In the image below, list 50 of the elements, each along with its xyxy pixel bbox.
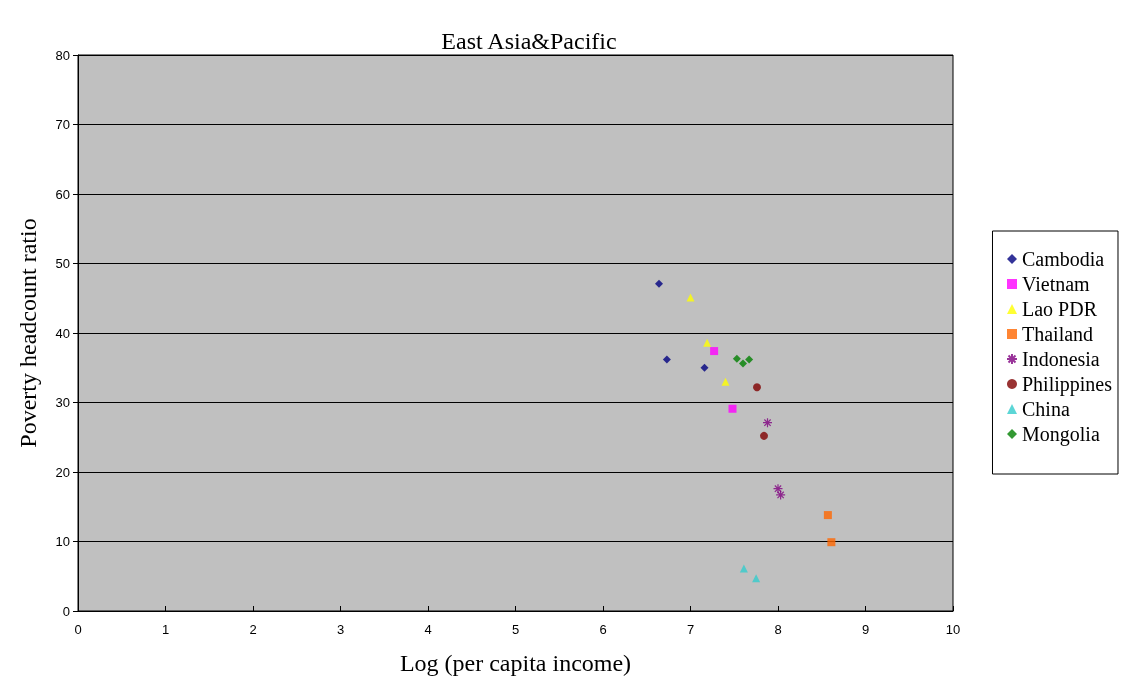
- legend-label: Thailand: [1021, 323, 1094, 345]
- point: [686, 293, 695, 302]
- y-tick-label: 60: [55, 186, 70, 202]
- y-tick-label: 40: [55, 325, 70, 341]
- y-tick-label: 20: [55, 464, 70, 480]
- x-tick-label: 6: [599, 622, 607, 637]
- point: [739, 359, 747, 368]
- legend-label: China: [1021, 398, 1070, 420]
- legend-label: Philippines: [1021, 373, 1113, 396]
- x-tick-label: 4: [424, 622, 432, 637]
- x-tick-label: 5: [511, 622, 520, 637]
- point: [700, 363, 709, 372]
- point: [721, 377, 730, 386]
- x-tick-label: 7: [686, 622, 695, 637]
- legend-label: Indonesia: [1021, 348, 1100, 370]
- point: [823, 511, 832, 520]
- x-axis-title: Log (per capita income): [399, 650, 632, 676]
- y-tick-label: 50: [55, 256, 70, 271]
- x-tick-label: 1: [161, 622, 170, 637]
- x-tick-label: 2: [249, 622, 257, 637]
- y-tick-label: 0: [62, 603, 70, 619]
- point: [827, 538, 836, 547]
- y-tick-label: 30: [55, 395, 70, 410]
- point: [732, 354, 741, 363]
- point: [728, 404, 737, 413]
- point: [655, 279, 663, 288]
- point: [703, 338, 712, 347]
- point: [745, 355, 754, 364]
- x-tick-label: 8: [774, 622, 782, 637]
- legend-label: Lao PDR: [1021, 298, 1098, 320]
- point: [772, 483, 784, 494]
- legend-label: Cambodia: [1021, 248, 1105, 270]
- point: [662, 355, 671, 364]
- y-tick-label: 80: [55, 47, 70, 63]
- chart-title: East Asia&Pacific: [441, 28, 617, 54]
- y-axis-title: Poverty headcount ratio: [15, 218, 41, 448]
- point: [710, 347, 719, 356]
- x-tick-label: 3: [336, 622, 345, 637]
- point: [760, 431, 768, 440]
- point: [762, 417, 773, 428]
- legend-label: Mongolia: [1021, 423, 1100, 446]
- point: [775, 489, 786, 501]
- x-tick-label: 0: [74, 622, 82, 637]
- y-tick-label: 10: [55, 534, 70, 549]
- point: [739, 564, 748, 573]
- x-tick-label: 9: [861, 622, 870, 637]
- point: [753, 383, 761, 392]
- y-tick-label: 70: [55, 117, 70, 132]
- legend-label: Vietnam: [1021, 273, 1091, 295]
- x-tick-label: 10: [945, 622, 961, 637]
